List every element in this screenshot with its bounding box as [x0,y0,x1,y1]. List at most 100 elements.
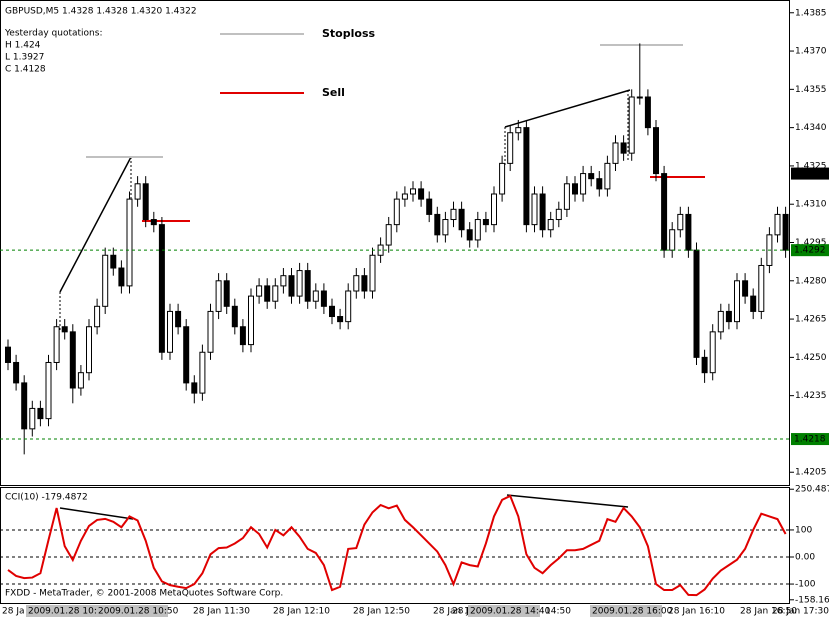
level-label: 1.4292 [794,246,826,256]
candle-body [555,208,562,221]
x-tick-label: 28 Jan 12:10 [273,607,330,617]
candle-body [45,361,52,420]
candle-body [474,219,481,241]
x-tick-label: 2009.01.28 10:50 [98,607,179,617]
candle-body [110,254,117,269]
candle-body [734,280,740,323]
candle-body [547,219,554,231]
x-tick-label: 28 Jan 11:30 [193,607,250,617]
candle-body [183,326,190,384]
candle-body [426,198,433,215]
candle-body [61,326,68,333]
y-tick-label: 250.4875 [795,485,829,495]
candle-body [361,275,368,292]
price-label-box [791,167,829,180]
candle-body [29,407,36,430]
candle-body [167,310,173,353]
candle-body [272,285,279,302]
level-label-box [791,244,829,257]
annotation: C 1.4128 [5,65,46,75]
candle-body [717,310,724,333]
candle-body [612,142,619,164]
candle-body [782,213,789,251]
price-label: 1.4322 [794,169,826,179]
candle-body [482,219,489,226]
chart-title: GBPUSD,M5 1.4328 1.4328 1.4320 1.4322 [5,7,197,17]
candle-body [572,183,578,195]
candle-body [37,407,44,420]
candle-body [150,219,157,226]
annotation: Yesterday quotations: [4,29,102,39]
candle-body [515,127,522,134]
main-frame [0,0,790,486]
candle-body [466,229,473,241]
candle-body [669,229,676,251]
candle-body [661,173,668,251]
legend-label: Stoploss [322,27,375,40]
indicator-title: CCI(10) -179.4872 [5,493,88,503]
y-tick-label: 1.4265 [795,315,827,325]
candle-body [758,264,765,312]
candle-body [442,219,449,236]
candle-body [69,331,76,389]
x-tick-label: 28 Jan 13:30 [433,607,490,617]
y-tick-label: 1.4385 [795,8,827,18]
y-tick-label: 1.4370 [795,47,827,57]
candle-body [345,290,352,323]
cci-trendline [59,507,134,520]
candle-body [434,213,441,236]
candle-body [304,270,311,302]
x-tick-label: 2009.01.28 14:40 [470,607,551,617]
candle-body [86,326,92,374]
trendline [504,89,631,128]
candle-body [563,183,570,210]
x-tick-label: 2009.01.28 16:00 [592,607,673,617]
candle-body [539,193,546,231]
x-tick-label: 28 Ja [2,607,24,617]
crosshair-label-box [26,605,98,617]
candle-body [653,127,659,175]
candle-body [288,275,295,297]
candle-body [337,316,344,323]
candle-body [693,249,700,358]
y-tick-label: 1.4235 [795,391,827,401]
candle-body [491,193,497,226]
footer: FXDD - MetaTrader, © 2001-2008 MetaQuote… [5,589,283,599]
candle-body [231,305,238,328]
candle-body [393,198,400,226]
candle-body [450,208,457,221]
candle-body [5,346,11,363]
candle-body [296,270,303,297]
candle-body [199,351,206,394]
candle-body [523,127,530,226]
candle-body [401,193,408,200]
candle-body [369,254,376,292]
candle-body [353,275,360,292]
candle-body [531,193,538,226]
candle-body [596,178,603,190]
candle-body [223,280,230,307]
y-tick-label: 1.4280 [795,276,827,286]
trendline [59,156,132,293]
candle-body [580,173,587,195]
candle-body [750,295,757,312]
candle-body [94,305,101,328]
candle-body [410,188,416,195]
level-label-box [791,433,829,446]
candle-body [256,285,263,297]
candle-body [248,295,254,346]
cci-trendline [506,494,629,508]
candle-body [312,290,319,302]
candle-body [628,96,635,154]
crosshair-label-box [468,605,540,617]
candle-body [701,356,708,374]
candle-body [77,372,84,389]
candle-body [588,173,595,180]
candle-body [385,224,392,246]
y-tick-label: -158.169 [795,595,829,605]
crosshair-label-box [96,605,168,617]
y-tick-label: 1.4340 [795,123,827,133]
drawing-objects [59,44,705,520]
